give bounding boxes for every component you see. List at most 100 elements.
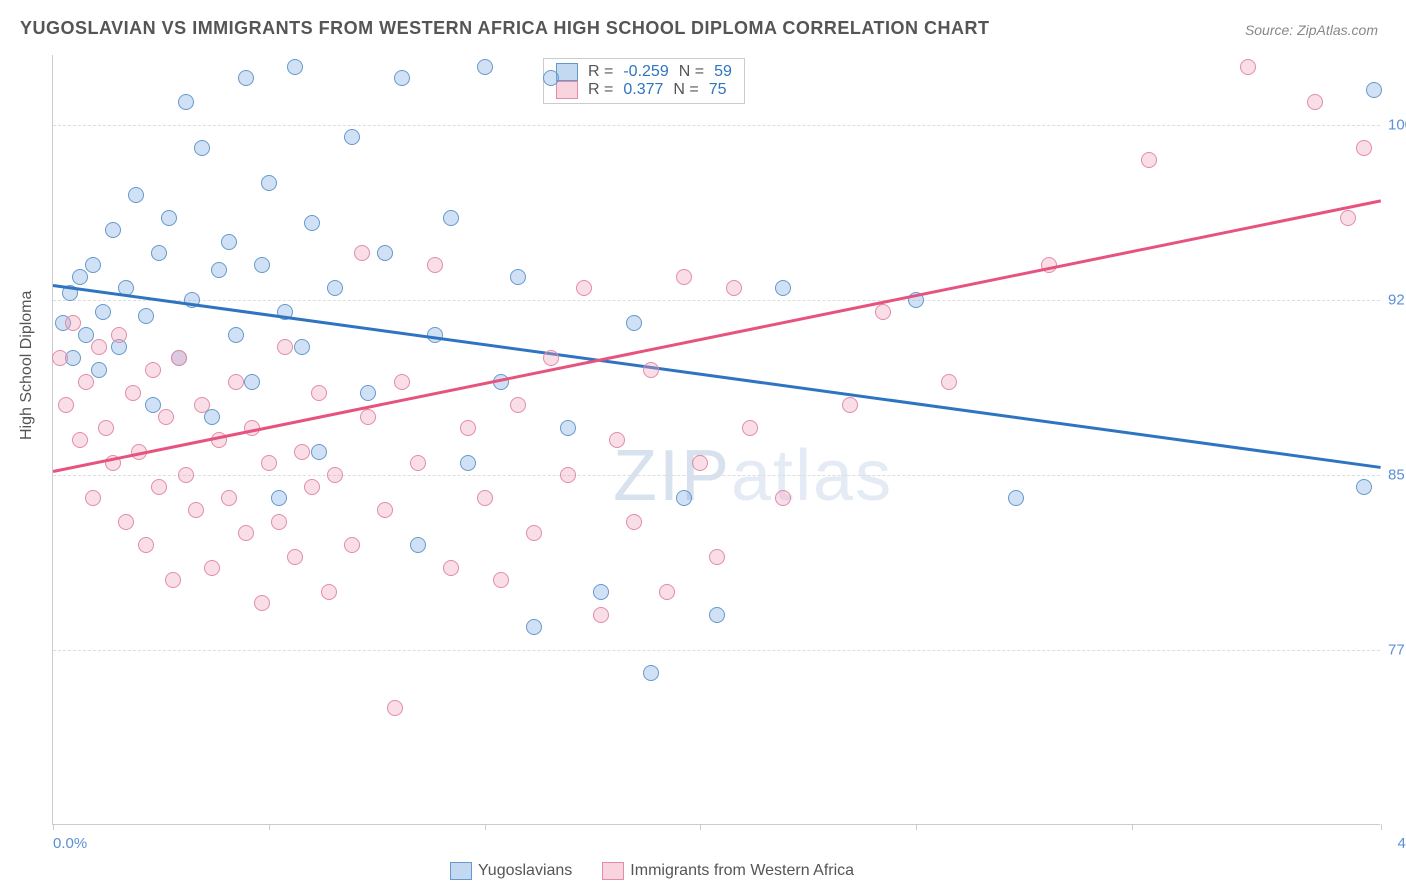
scatter-point <box>78 374 94 390</box>
scatter-point <box>327 280 343 296</box>
scatter-point <box>410 455 426 471</box>
scatter-point <box>477 490 493 506</box>
scatter-point <box>842 397 858 413</box>
scatter-point <box>254 257 270 273</box>
scatter-point <box>254 595 270 611</box>
scatter-point <box>261 175 277 191</box>
scatter-point <box>125 385 141 401</box>
x-tick-mark <box>269 824 270 830</box>
scatter-point <box>111 327 127 343</box>
scatter-point <box>1307 94 1323 110</box>
scatter-point <box>643 362 659 378</box>
scatter-point <box>344 129 360 145</box>
y-tick-label: 100.0% <box>1388 117 1406 134</box>
scatter-point <box>261 455 277 471</box>
scatter-point <box>287 59 303 75</box>
scatter-point <box>58 397 74 413</box>
scatter-point <box>1356 140 1372 156</box>
scatter-point <box>72 269 88 285</box>
r-label: R = <box>588 81 613 99</box>
scatter-point <box>91 362 107 378</box>
y-tick-label: 92.5% <box>1388 292 1406 309</box>
scatter-point <box>304 479 320 495</box>
legend-swatch-blue <box>450 862 472 880</box>
legend-swatch-blue <box>556 63 578 81</box>
scatter-point <box>360 385 376 401</box>
scatter-point <box>271 514 287 530</box>
scatter-point <box>91 339 107 355</box>
scatter-point <box>526 619 542 635</box>
scatter-point <box>194 397 210 413</box>
scatter-point <box>1356 479 1372 495</box>
legend-label-1: Yugoslavians <box>478 862 572 879</box>
scatter-point <box>145 362 161 378</box>
n-label: N = <box>679 63 704 81</box>
correlation-legend: R = -0.259 N = 59 R = 0.377 N = 75 <box>543 58 745 104</box>
scatter-point <box>238 525 254 541</box>
scatter-point <box>593 607 609 623</box>
scatter-point <box>344 537 360 553</box>
scatter-point <box>138 308 154 324</box>
x-tick-mark <box>485 824 486 830</box>
scatter-point <box>775 280 791 296</box>
scatter-point <box>228 327 244 343</box>
legend-item-2: Immigrants from Western Africa <box>602 862 854 880</box>
scatter-point <box>178 467 194 483</box>
scatter-point <box>188 502 204 518</box>
watermark: ZIPatlas <box>613 435 893 517</box>
scatter-point <box>311 444 327 460</box>
scatter-point <box>1340 210 1356 226</box>
scatter-point <box>221 234 237 250</box>
scatter-point <box>676 490 692 506</box>
r-value-1: -0.259 <box>623 63 668 81</box>
scatter-point <box>277 339 293 355</box>
scatter-point <box>78 327 94 343</box>
scatter-point <box>321 584 337 600</box>
scatter-point <box>354 245 370 261</box>
legend-label-2: Immigrants from Western Africa <box>630 862 854 879</box>
scatter-point <box>194 140 210 156</box>
x-tick-mark <box>1132 824 1133 830</box>
scatter-point <box>526 525 542 541</box>
scatter-point <box>204 560 220 576</box>
scatter-point <box>626 315 642 331</box>
scatter-point <box>626 514 642 530</box>
scatter-point <box>311 385 327 401</box>
r-label: R = <box>588 63 613 81</box>
scatter-point <box>659 584 675 600</box>
legend-swatch-pink <box>602 862 624 880</box>
n-label: N = <box>673 81 698 99</box>
watermark-bold: ZIP <box>613 436 731 516</box>
scatter-point <box>643 665 659 681</box>
gridline <box>53 650 1380 651</box>
scatter-point <box>676 269 692 285</box>
scatter-point <box>427 257 443 273</box>
scatter-point <box>72 432 88 448</box>
series-legend: Yugoslavians Immigrants from Western Afr… <box>450 862 854 880</box>
x-tick-mark <box>1381 824 1382 830</box>
plot-area: ZIPatlas R = -0.259 N = 59 R = 0.377 N =… <box>52 55 1380 825</box>
scatter-point <box>775 490 791 506</box>
scatter-point <box>709 549 725 565</box>
scatter-point <box>85 257 101 273</box>
watermark-thin: atlas <box>731 436 893 516</box>
x-tick-mark <box>53 824 54 830</box>
scatter-point <box>294 339 310 355</box>
scatter-point <box>95 304 111 320</box>
scatter-point <box>327 467 343 483</box>
scatter-point <box>576 280 592 296</box>
scatter-point <box>410 537 426 553</box>
y-axis-label: High School Diploma <box>18 291 36 440</box>
scatter-point <box>158 409 174 425</box>
scatter-point <box>211 262 227 278</box>
x-tick-label-right: 40.0% <box>1397 835 1406 852</box>
scatter-point <box>493 572 509 588</box>
scatter-point <box>510 397 526 413</box>
gridline <box>53 300 1380 301</box>
n-value-1: 59 <box>714 63 732 81</box>
scatter-point <box>85 490 101 506</box>
correlation-row-1: R = -0.259 N = 59 <box>556 63 732 81</box>
scatter-point <box>238 70 254 86</box>
y-tick-label: 85.0% <box>1388 467 1406 484</box>
scatter-point <box>377 502 393 518</box>
